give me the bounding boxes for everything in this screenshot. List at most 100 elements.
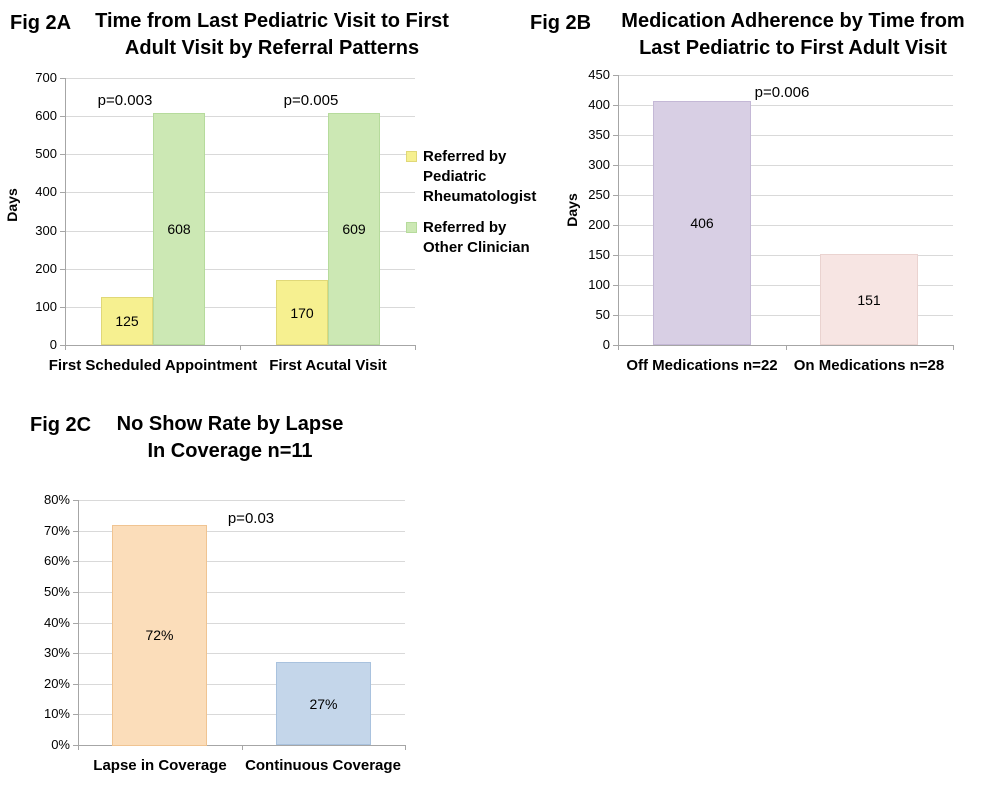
y-axis-tick-label: 200 [588, 217, 610, 232]
bar-value-label: 72% [145, 627, 174, 643]
bar [653, 101, 751, 345]
y-axis-tick-mark [73, 531, 78, 532]
bar-value-label: 151 [857, 292, 881, 308]
gridline [78, 714, 405, 715]
x-axis-tick-mark [78, 745, 79, 750]
bar [153, 113, 205, 345]
gridline [618, 195, 953, 196]
bar-value-label: 406 [690, 215, 714, 231]
y-axis-tick-mark [73, 561, 78, 562]
legend-item-label: Referred by Pediatric Rheumatologist [423, 148, 537, 205]
x-axis-tick-mark [242, 745, 243, 750]
fig-2c-title: No Show Rate by Lapse In Coverage n=11 [100, 411, 360, 465]
y-axis-tick-label: 200 [35, 261, 57, 276]
fig-2c-title-line1: No Show Rate by Lapse [116, 413, 344, 435]
y-axis-tick-label: 100 [588, 277, 610, 292]
p-value-annotation: p=0.03 [227, 510, 275, 527]
y-axis-tick-mark [613, 315, 618, 316]
y-axis-tick-mark [613, 195, 618, 196]
y-axis-label: Days [4, 188, 20, 222]
y-axis-tick-mark [73, 684, 78, 685]
bar [328, 113, 380, 345]
y-axis-tick-mark [60, 154, 65, 155]
y-axis-tick-mark [60, 345, 65, 346]
gridline [65, 269, 415, 270]
y-axis-tick-mark [73, 653, 78, 654]
y-axis-tick-label: 700 [35, 70, 57, 85]
y-axis-tick-label: 80% [43, 492, 70, 507]
gridline [78, 561, 405, 562]
gridline [618, 165, 953, 166]
gridline [78, 684, 405, 685]
legend-item: Referred by Pediatric Rheumatologist [406, 147, 548, 207]
gridline [618, 285, 953, 286]
bar [112, 525, 207, 746]
y-axis-tick-label: 60% [43, 553, 70, 568]
y-axis-tick-label: 30% [43, 645, 70, 660]
gridline [78, 653, 405, 654]
y-axis-tick-mark [613, 345, 618, 346]
bar [276, 662, 371, 745]
y-axis-tick-label: 250 [588, 187, 610, 202]
legend-swatch [406, 151, 417, 162]
y-axis-tick-label: 350 [588, 127, 610, 142]
y-axis-tick-mark [60, 269, 65, 270]
bar [276, 280, 328, 345]
fig-2c-title-line2: In Coverage n=11 [147, 440, 313, 462]
y-axis-tick-label: 0 [49, 337, 57, 352]
legend-swatch [406, 222, 417, 233]
x-axis-tick-mark [953, 345, 954, 350]
y-axis-tick-mark [60, 307, 65, 308]
y-axis-tick-label: 50% [43, 584, 70, 599]
legend-item: Referred by Other Clinician [406, 218, 548, 258]
fig-2a-title-line1: Time from Last Pediatric Visit to First [95, 10, 449, 32]
y-axis-tick-label: 450 [588, 67, 610, 82]
x-axis-tick-mark [405, 745, 406, 750]
y-axis-tick-label: 400 [588, 97, 610, 112]
y-axis-tick-mark [60, 78, 65, 79]
gridline [65, 192, 415, 193]
y-axis-tick-mark [613, 225, 618, 226]
y-axis-tick-label: 400 [35, 184, 57, 199]
p-value-annotation: p=0.006 [754, 84, 810, 101]
y-axis-line [78, 500, 79, 745]
x-axis-tick-mark [65, 345, 66, 350]
bar-value-label: 125 [115, 313, 139, 329]
y-axis-tick-label: 10% [43, 706, 70, 721]
x-axis-tick-mark [618, 345, 619, 350]
gridline [78, 592, 405, 593]
y-axis-label: Days [564, 193, 580, 227]
fig-2b-label: Fig 2B [530, 12, 592, 34]
y-axis-tick-mark [60, 192, 65, 193]
fig-2b-title-line1: Medication Adherence by Time from [621, 10, 965, 32]
y-axis-tick-mark [73, 714, 78, 715]
gridline [65, 154, 415, 155]
category-label: On Medications n=28 [793, 357, 945, 374]
gridline [618, 135, 953, 136]
y-axis-tick-label: 100 [35, 299, 57, 314]
y-axis-tick-label: 300 [588, 157, 610, 172]
y-axis-tick-mark [73, 500, 78, 501]
y-axis-tick-mark [613, 165, 618, 166]
y-axis-tick-mark [73, 623, 78, 624]
category-label: Off Medications n=22 [626, 357, 778, 374]
fig-2a-label: Fig 2A [10, 12, 72, 34]
y-axis-tick-mark [60, 231, 65, 232]
bar-value-label: 609 [342, 221, 366, 237]
gridline [65, 231, 415, 232]
y-axis-tick-label: 0% [51, 737, 70, 752]
y-axis-tick-label: 70% [43, 523, 70, 538]
fig-2a-title: Time from Last Pediatric Visit to First … [82, 8, 462, 62]
y-axis-line [618, 75, 619, 345]
gridline [65, 307, 415, 308]
fig-2c-label: Fig 2C [30, 414, 92, 436]
y-axis-tick-mark [613, 255, 618, 256]
category-label: First Acutal Visit [269, 357, 387, 374]
y-axis-tick-label: 20% [43, 676, 70, 691]
p-value-annotation: p=0.003 [97, 92, 153, 109]
bar-value-label: 170 [290, 305, 314, 321]
fig-2b-title: Medication Adherence by Time from Last P… [600, 8, 986, 62]
y-axis-tick-label: 300 [35, 223, 57, 238]
legend-item-label: Referred by Other Clinician [423, 219, 530, 256]
